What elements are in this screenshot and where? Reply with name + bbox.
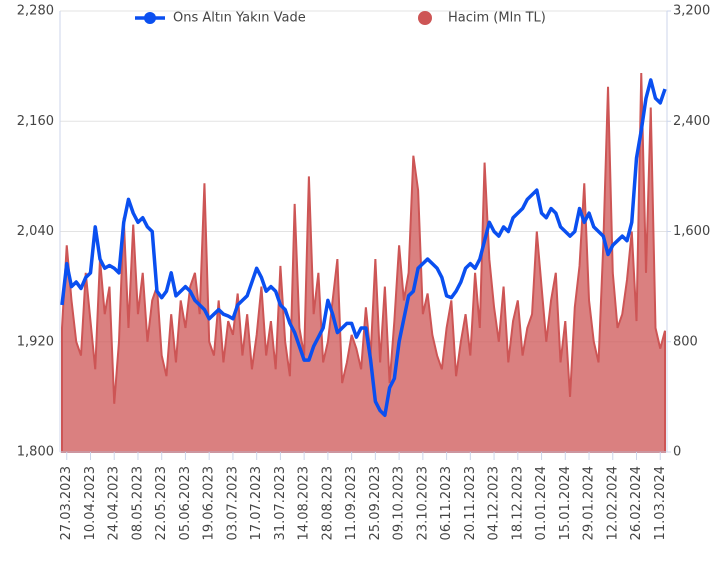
x-tick-label: 28.08.2023 <box>320 466 335 540</box>
y-tick-label: 1,800 <box>17 445 54 460</box>
x-tick-label: 01.01.2024 <box>534 466 549 540</box>
legend-marker <box>418 11 432 25</box>
legend-item[interactable]: Hacim (Mln TL) <box>418 11 546 26</box>
x-tick-label: 19.06.2023 <box>202 466 217 540</box>
x-tick-label: 20.11.2023 <box>463 466 478 540</box>
legend-label: Hacim (Mln TL) <box>448 11 546 26</box>
x-tick-label: 10.04.2023 <box>83 466 98 540</box>
legend-item[interactable]: Ons Altın Yakın Vade <box>135 11 306 26</box>
x-tick-label: 18.12.2023 <box>510 466 525 540</box>
legend-marker <box>144 12 156 24</box>
x-tick-label: 11.09.2023 <box>344 466 359 540</box>
x-tick-label: 04.12.2023 <box>487 466 502 540</box>
legend-label: Ons Altın Yakın Vade <box>173 11 306 26</box>
y-tick-label: 2,040 <box>17 224 54 239</box>
x-tick-label: 31.07.2023 <box>273 466 288 540</box>
x-tick-label: 17.07.2023 <box>249 466 264 540</box>
x-tick-label: 15.01.2024 <box>558 466 573 540</box>
x-tick-label: 29.01.2024 <box>582 466 597 540</box>
x-tick-label: 11.03.2024 <box>653 466 668 540</box>
y2-tick-label: 3,200 <box>673 4 710 19</box>
x-tick-label: 23.10.2023 <box>415 466 430 540</box>
x-tick-label: 03.07.2023 <box>225 466 240 540</box>
x-tick-label: 05.06.2023 <box>178 466 193 540</box>
x-tick-label: 12.02.2024 <box>605 466 620 540</box>
y2-tick-label: 800 <box>673 334 698 349</box>
volume-area <box>61 72 666 453</box>
x-tick-label: 08.05.2023 <box>130 466 145 540</box>
x-tick-label: 14.08.2023 <box>297 466 312 540</box>
x-tick-label: 24.04.2023 <box>107 466 122 540</box>
y2-tick-label: 2,400 <box>673 114 710 129</box>
price-line <box>60 78 667 417</box>
x-tick-label: 22.05.2023 <box>154 466 169 540</box>
y2-tick-label: 0 <box>673 445 681 460</box>
y-tick-label: 2,160 <box>17 114 54 129</box>
x-tick-label: 26.02.2024 <box>629 466 644 540</box>
y-tick-label: 2,280 <box>17 4 54 19</box>
x-tick-label: 27.03.2023 <box>59 466 74 540</box>
x-tick-label: 25.09.2023 <box>368 466 383 540</box>
x-tick-label: 09.10.2023 <box>392 466 407 540</box>
x-tick-label: 06.11.2023 <box>439 466 454 540</box>
y2-tick-label: 1,600 <box>673 224 710 239</box>
y-tick-label: 1,920 <box>17 334 54 349</box>
